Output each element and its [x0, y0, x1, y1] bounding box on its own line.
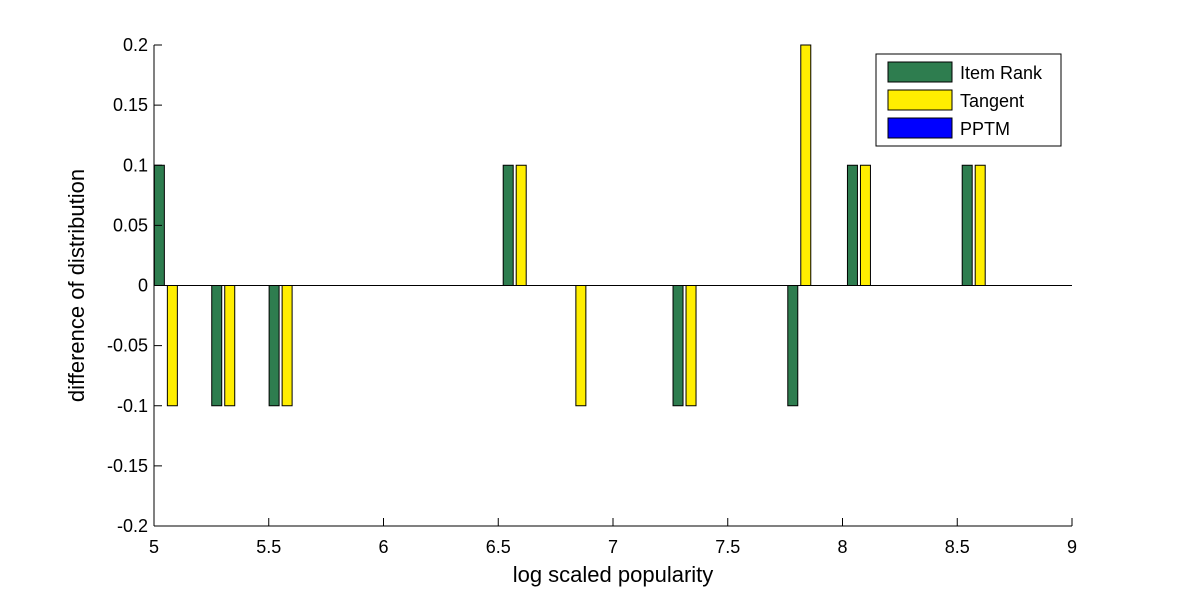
bar-item-rank: [211, 285, 223, 407]
bar-item-rank: [787, 285, 799, 407]
bar-tangent: [575, 285, 587, 407]
bar-tangent: [685, 285, 697, 407]
y-tick-label: -0.05: [107, 336, 148, 356]
y-tick-label: 0.05: [113, 215, 148, 235]
legend-swatch-pptm: [887, 117, 953, 139]
y-tick-label: -0.2: [117, 516, 148, 536]
x-tick-label: 6: [378, 537, 388, 557]
x-tick-label: 8.5: [945, 537, 970, 557]
legend-label-pptm: PPTM: [960, 119, 1010, 139]
bars-layer: [153, 44, 986, 407]
x-tick-label: 8: [837, 537, 847, 557]
bar-item-rank: [846, 164, 858, 286]
bar-tangent: [166, 285, 178, 407]
legend-swatch-tangent: [887, 89, 953, 111]
axes-layer: 5 5.5 6 6.5 7 7.5 8 8.5 9 -0.2 -0.15 -0.1 -0.05 0 0.05…: [107, 35, 1077, 557]
legend: Item Rank Tangent PPTM: [875, 53, 1062, 147]
x-tick-label: 7: [608, 537, 618, 557]
x-tick-label: 6.5: [486, 537, 511, 557]
y-tick-label: 0.2: [123, 35, 148, 55]
x-tick-label: 5.5: [256, 537, 281, 557]
y-tick-label: 0.15: [113, 95, 148, 115]
bar-tangent: [281, 285, 293, 407]
bar-tangent: [515, 164, 527, 286]
bar-tangent: [974, 164, 986, 286]
y-tick-label: 0: [138, 276, 148, 296]
legend-swatch-item-rank: [887, 61, 953, 83]
bar-item-rank: [961, 164, 973, 286]
bar-item-rank: [672, 285, 684, 407]
bar-item-rank: [268, 285, 280, 407]
y-tick-label: -0.15: [107, 456, 148, 476]
legend-label-tangent: Tangent: [960, 91, 1024, 111]
legend-label-item-rank: Item Rank: [960, 63, 1043, 83]
x-tick-label: 5: [149, 537, 159, 557]
x-tick-label: 9: [1067, 537, 1077, 557]
y-tick-label: -0.1: [117, 396, 148, 416]
x-tick-label: 7.5: [715, 537, 740, 557]
bar-tangent: [800, 44, 812, 286]
y-tick-label: 0.1: [123, 155, 148, 175]
bar-item-rank: [502, 164, 514, 286]
bar-tangent: [859, 164, 871, 286]
x-axis-title: log scaled popularity: [513, 562, 714, 587]
y-axis-title: difference of distribution: [64, 169, 89, 402]
bar-tangent: [224, 285, 236, 407]
